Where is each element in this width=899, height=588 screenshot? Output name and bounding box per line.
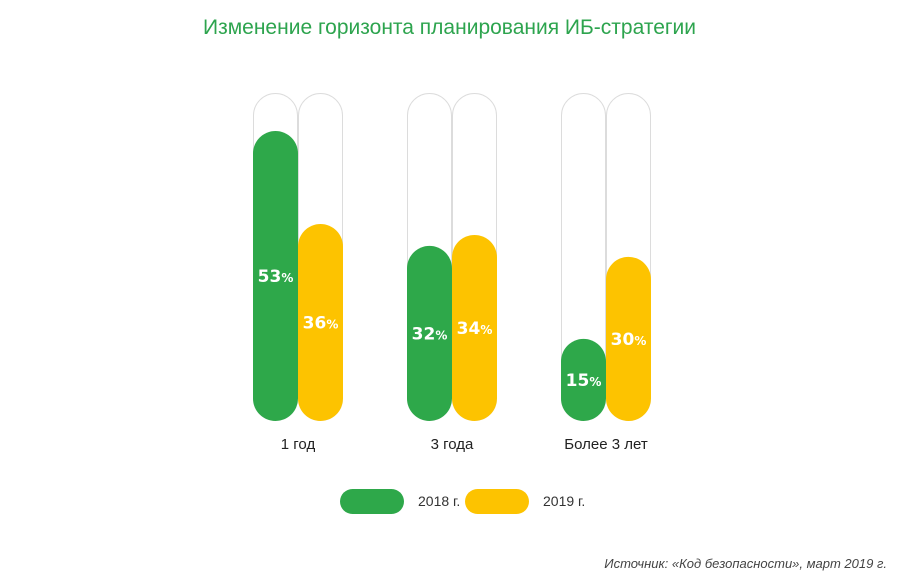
data-label: 32% — [412, 324, 448, 344]
source-note: Источник: «Код безопасности», март 2019 … — [604, 556, 887, 571]
legend-item-2018: 2018 г. — [340, 488, 460, 514]
bar — [407, 245, 452, 421]
category-label: 1 год — [281, 436, 316, 453]
category-label: 3 года — [431, 436, 474, 453]
bar — [606, 256, 651, 421]
data-label: 30% — [611, 330, 647, 350]
bar — [298, 224, 343, 421]
category-label: Более 3 лет — [564, 436, 648, 453]
data-label: 15% — [566, 371, 602, 391]
data-label: 36% — [303, 314, 339, 334]
bar — [561, 338, 606, 421]
data-label: 34% — [457, 319, 493, 339]
legend-swatch-2019 — [465, 488, 529, 514]
legend-label-2019: 2019 г. — [543, 493, 586, 509]
bar — [253, 131, 298, 421]
legend-swatch-2018 — [340, 488, 404, 514]
legend-item-2019: 2019 г. — [465, 488, 585, 514]
legend: 2018 г. 2019 г. — [0, 488, 899, 514]
data-label: 53% — [258, 267, 294, 287]
chart-title: Изменение горизонта планирования ИБ-стра… — [203, 16, 696, 39]
legend-label-2018: 2018 г. — [418, 493, 461, 509]
bar — [452, 234, 497, 421]
